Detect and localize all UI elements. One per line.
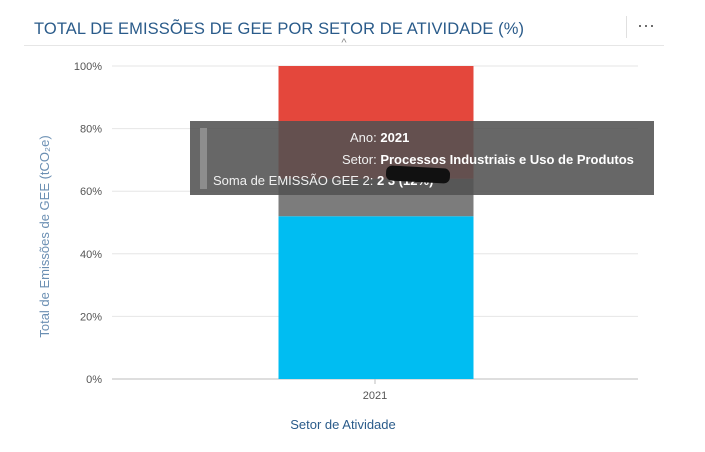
header-divider (626, 16, 627, 38)
tooltip-row-sector: Setor: Processos Industriais e Uso de Pr… (342, 152, 634, 167)
y-tick-label: 60% (80, 186, 102, 198)
chart-header: TOTAL DE EMISSÕES DE GEE POR SETOR DE AT… (24, 8, 664, 46)
y-tick-label: 80% (80, 124, 102, 136)
chart-title: TOTAL DE EMISSÕES DE GEE POR SETOR DE AT… (34, 20, 525, 38)
more-options-icon[interactable]: ··· (637, 15, 655, 35)
x-axis-title: Setor de Atividade (290, 417, 396, 432)
y-tick-label: 40% (80, 249, 102, 261)
y-tick-label: 20% (80, 311, 102, 323)
y-axis-title: Total de Emissões de GEE (tCO₂e) (37, 135, 52, 337)
x-tick-label: 2021 (363, 390, 387, 402)
chevron-up-icon[interactable]: ^ (341, 37, 347, 49)
chart-tooltip: Ano: 2021 Setor: Processos Industriais e… (190, 121, 654, 195)
tooltip-row-year: Ano: 2021 (350, 130, 410, 145)
tooltip-series-swatch (200, 128, 207, 189)
y-tick-label: 0% (86, 374, 102, 386)
y-tick-label: 100% (74, 61, 102, 73)
bar-segment (278, 216, 474, 379)
